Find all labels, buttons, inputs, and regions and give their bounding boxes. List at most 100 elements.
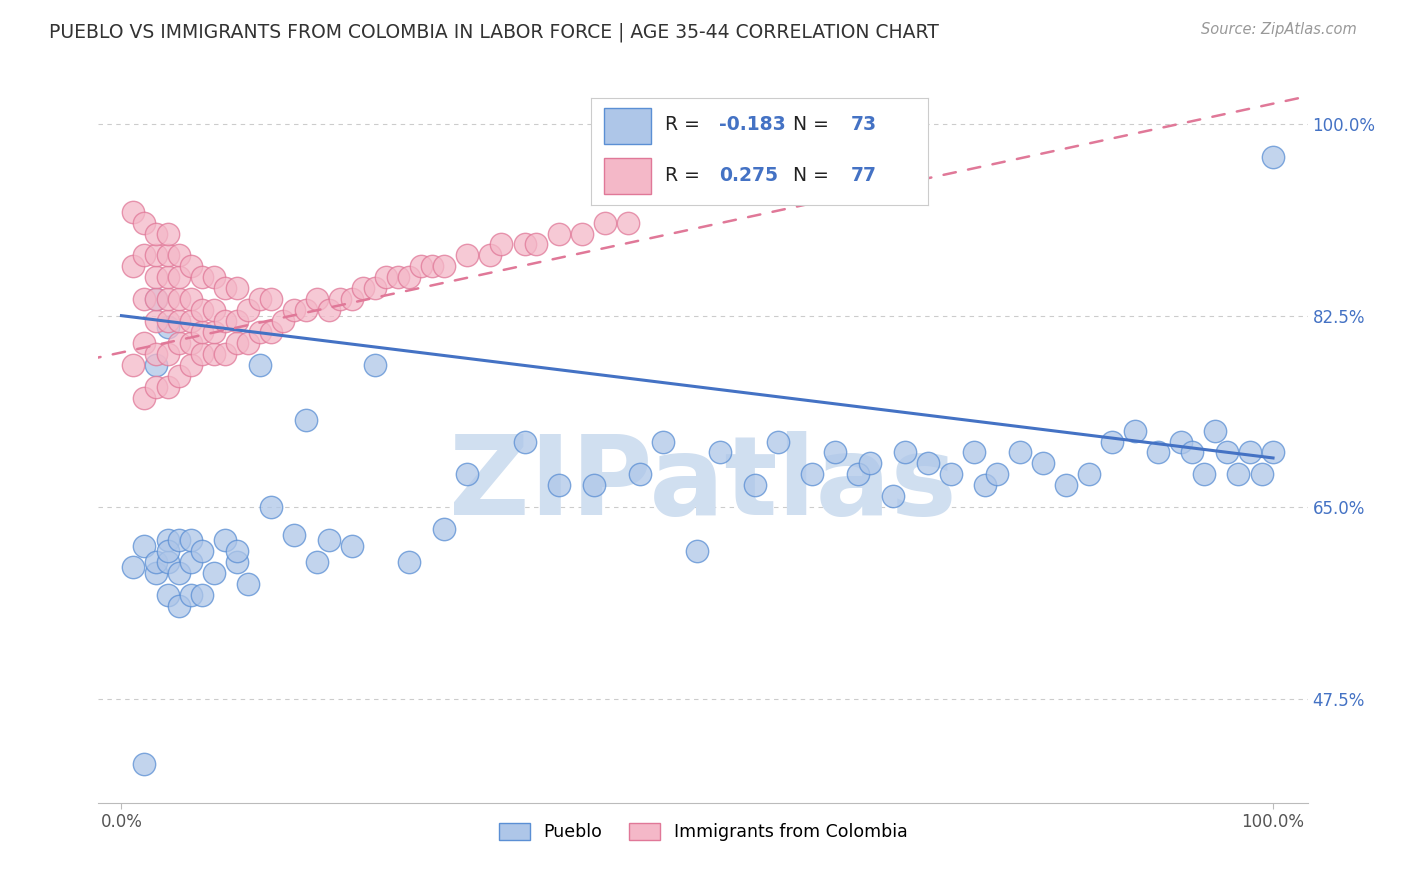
Point xyxy=(134,391,156,405)
Point xyxy=(651,434,673,449)
Point xyxy=(1204,424,1226,438)
Point xyxy=(156,533,179,547)
Point xyxy=(191,347,214,361)
Point xyxy=(191,588,214,602)
Point xyxy=(709,445,731,459)
Point xyxy=(156,347,179,361)
Point xyxy=(491,237,513,252)
Point xyxy=(202,270,225,285)
Point xyxy=(294,412,316,426)
Point xyxy=(1032,457,1054,471)
Point xyxy=(225,281,247,295)
FancyBboxPatch shape xyxy=(605,158,651,194)
Point xyxy=(134,292,156,306)
Text: -0.183: -0.183 xyxy=(718,115,786,135)
Point xyxy=(156,270,179,285)
Point xyxy=(513,434,536,449)
Point xyxy=(1261,445,1284,459)
Point xyxy=(156,544,179,558)
Point xyxy=(225,544,247,558)
Point xyxy=(294,303,316,318)
Point xyxy=(145,380,167,394)
Point xyxy=(582,478,605,492)
Point xyxy=(1170,434,1192,449)
Point xyxy=(318,533,340,547)
Text: Source: ZipAtlas.com: Source: ZipAtlas.com xyxy=(1201,22,1357,37)
Point xyxy=(456,467,478,482)
Point xyxy=(1054,478,1077,492)
Point xyxy=(225,314,247,328)
Point xyxy=(364,358,387,372)
Point xyxy=(744,478,766,492)
Point xyxy=(939,467,962,482)
Point xyxy=(202,303,225,318)
Point xyxy=(962,445,984,459)
Point xyxy=(156,555,179,569)
Point xyxy=(156,588,179,602)
Text: R =: R = xyxy=(665,166,706,185)
Point xyxy=(271,314,294,328)
Point xyxy=(433,522,456,536)
Point xyxy=(180,314,202,328)
Point xyxy=(145,292,167,306)
Point xyxy=(548,227,571,241)
Point xyxy=(214,281,236,295)
Point xyxy=(283,527,305,541)
Point xyxy=(180,588,202,602)
Point xyxy=(167,599,190,613)
Point xyxy=(307,292,329,306)
Point xyxy=(167,248,190,262)
Point xyxy=(398,270,420,285)
Point xyxy=(191,303,214,318)
Point xyxy=(122,358,145,372)
Text: ZIPatlas: ZIPatlas xyxy=(449,432,957,539)
Point xyxy=(307,555,329,569)
Text: 77: 77 xyxy=(851,166,876,185)
Point xyxy=(191,325,214,339)
Legend: Pueblo, Immigrants from Colombia: Pueblo, Immigrants from Colombia xyxy=(492,815,914,848)
Point xyxy=(409,260,432,274)
Point xyxy=(134,539,156,553)
Point xyxy=(329,292,352,306)
Point xyxy=(122,260,145,274)
Point xyxy=(848,467,870,482)
Point xyxy=(167,368,190,383)
Point xyxy=(375,270,398,285)
Point xyxy=(180,555,202,569)
Point xyxy=(1077,467,1099,482)
Point xyxy=(1008,445,1031,459)
Point xyxy=(249,325,271,339)
Point xyxy=(1123,424,1146,438)
Point xyxy=(191,544,214,558)
Point xyxy=(225,336,247,351)
Point xyxy=(260,500,283,515)
Point xyxy=(1147,445,1170,459)
Point xyxy=(340,539,363,553)
Text: R =: R = xyxy=(665,115,706,135)
Point xyxy=(260,325,283,339)
Point xyxy=(478,248,501,262)
Text: PUEBLO VS IMMIGRANTS FROM COLOMBIA IN LABOR FORCE | AGE 35-44 CORRELATION CHART: PUEBLO VS IMMIGRANTS FROM COLOMBIA IN LA… xyxy=(49,22,939,42)
Point xyxy=(1227,467,1250,482)
Point xyxy=(156,319,179,334)
Point xyxy=(249,292,271,306)
Point xyxy=(513,237,536,252)
Point xyxy=(986,467,1008,482)
Point xyxy=(283,303,305,318)
Point xyxy=(387,270,409,285)
Point xyxy=(766,434,789,449)
Point xyxy=(548,478,571,492)
Point xyxy=(156,292,179,306)
Point xyxy=(214,314,236,328)
Point xyxy=(686,544,709,558)
Point xyxy=(145,270,167,285)
Point xyxy=(917,457,939,471)
Text: N =: N = xyxy=(793,115,835,135)
Point xyxy=(145,227,167,241)
Point xyxy=(156,248,179,262)
Point xyxy=(398,555,420,569)
Text: 0.275: 0.275 xyxy=(718,166,778,185)
Point xyxy=(134,216,156,230)
Point xyxy=(134,248,156,262)
Point xyxy=(364,281,387,295)
